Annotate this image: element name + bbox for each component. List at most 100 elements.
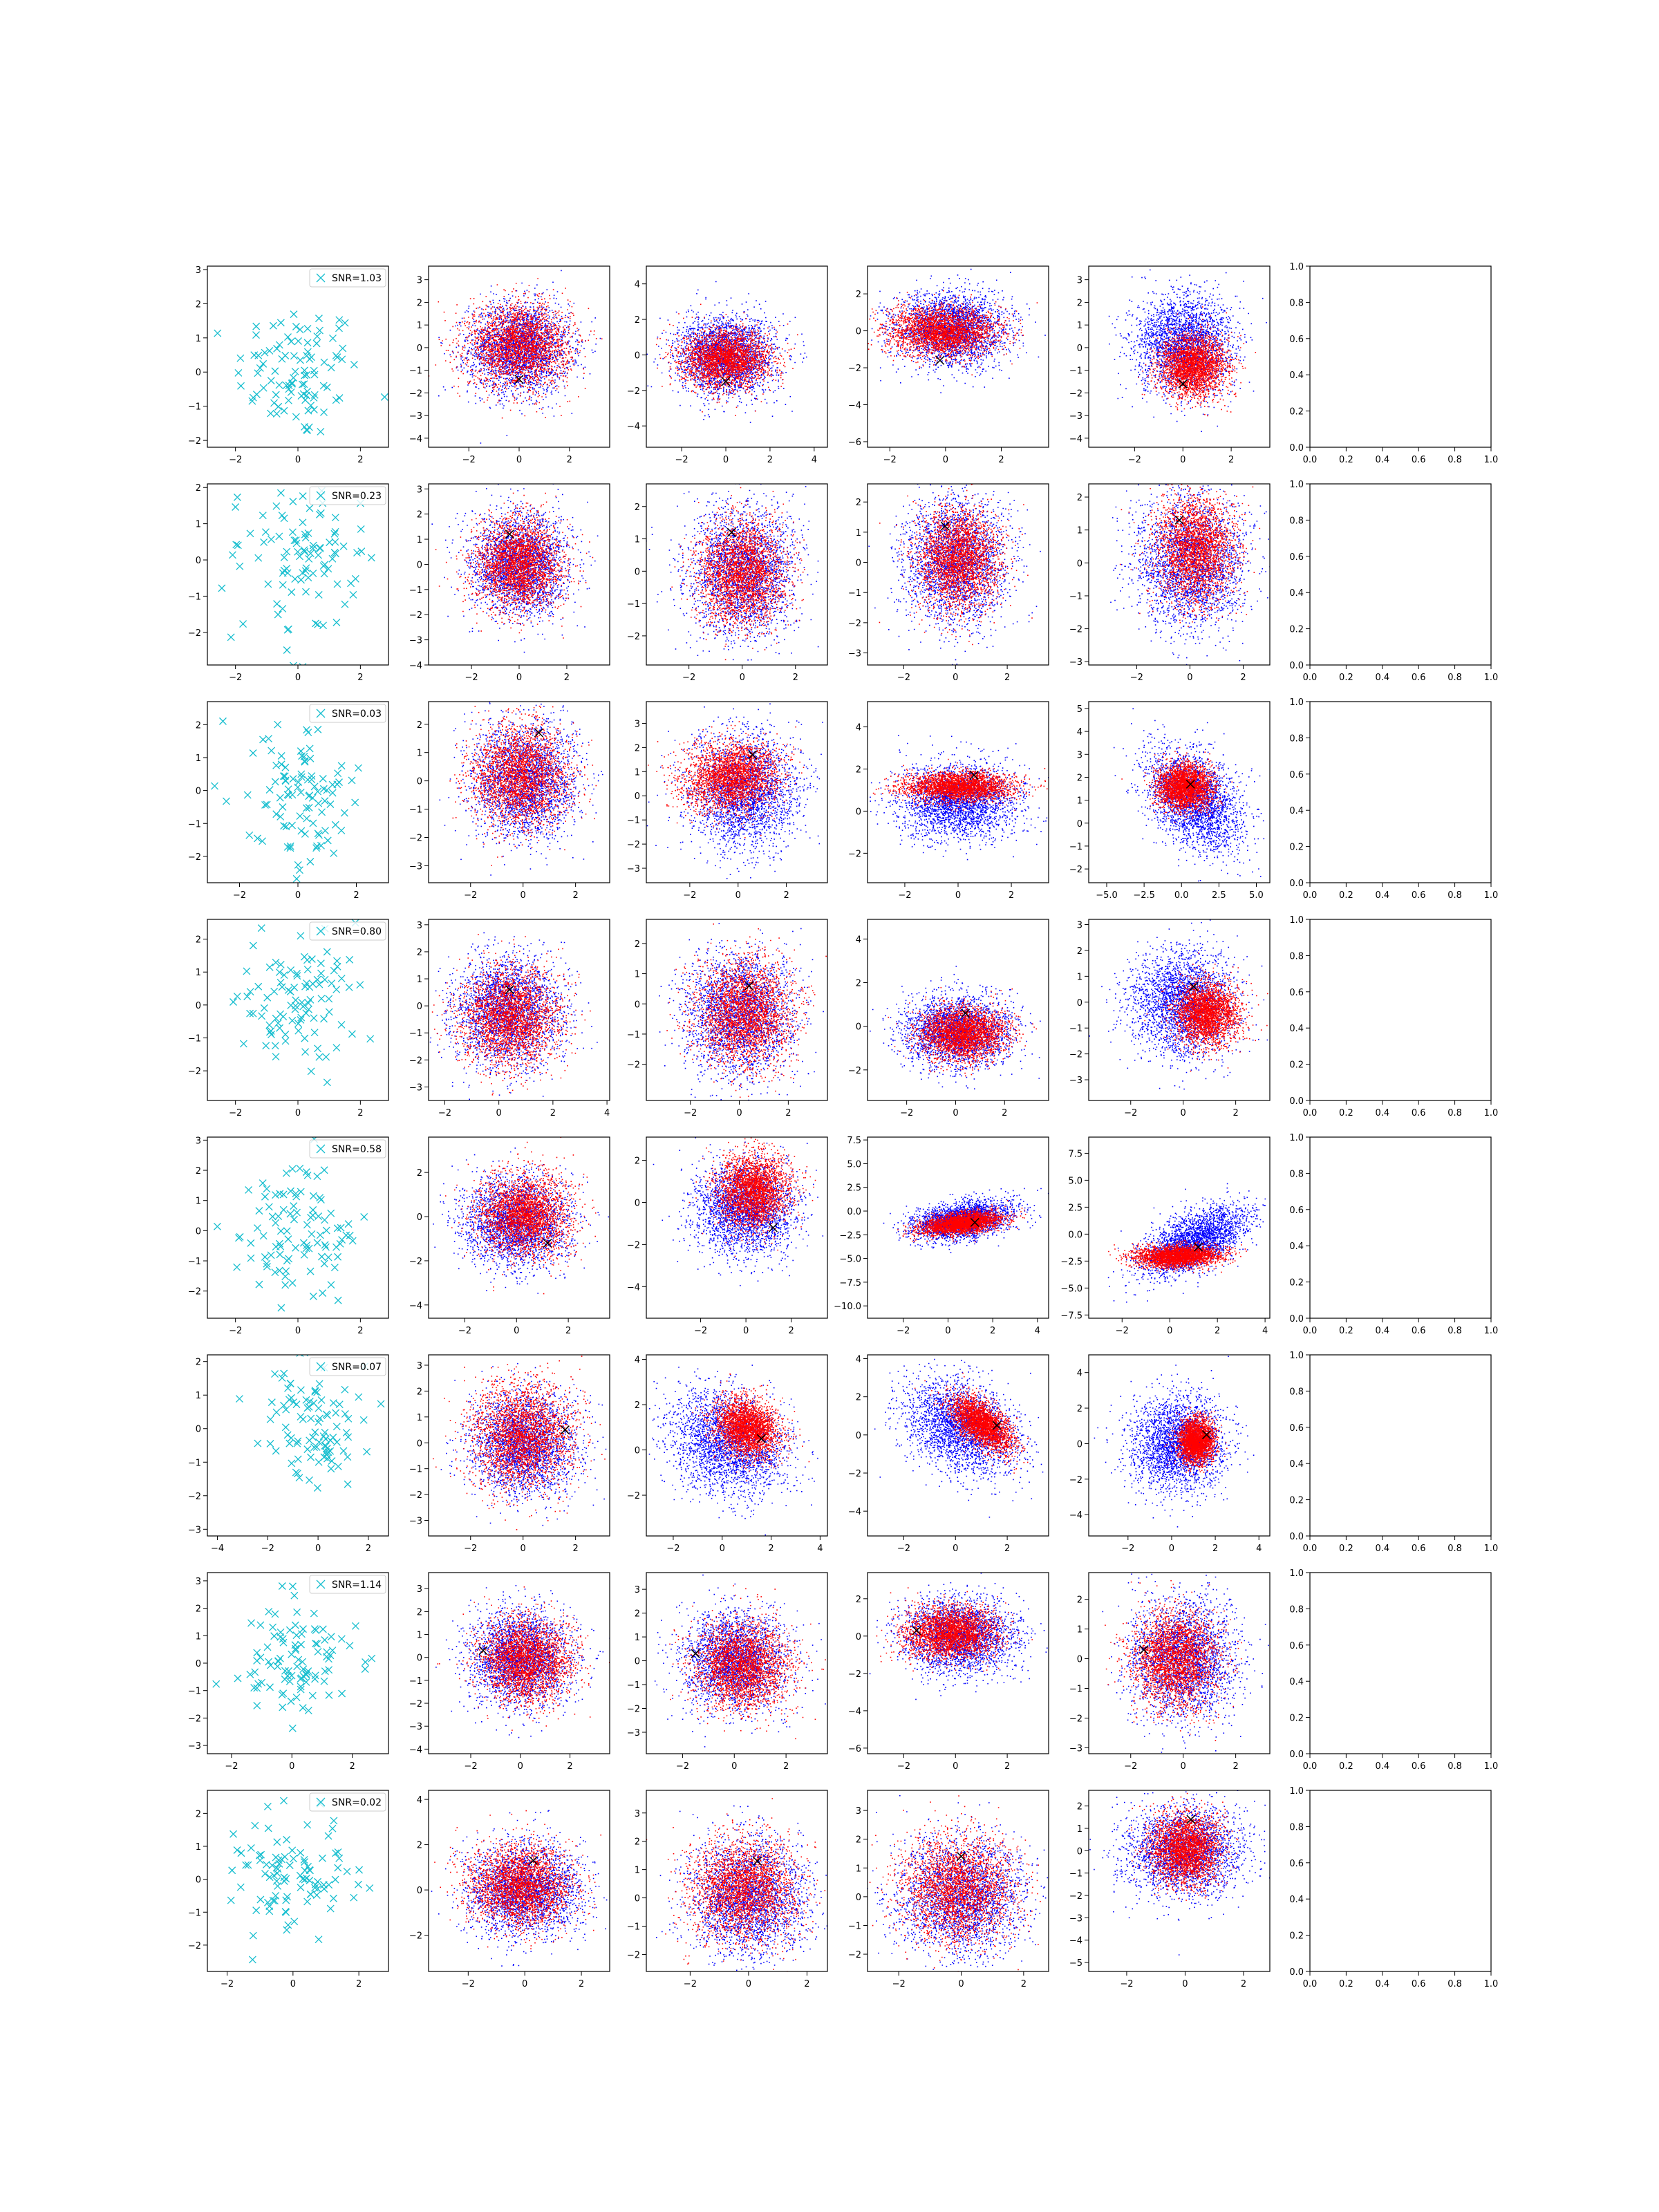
reference-point (321, 1260, 328, 1267)
reference-point (321, 976, 328, 983)
reference-point (317, 545, 324, 552)
plot-area (1086, 1763, 1313, 1956)
y-tick-label: −3 (409, 1517, 422, 1527)
reference-point (262, 1871, 269, 1877)
reference-point (289, 1280, 296, 1286)
reference-point (332, 1850, 339, 1857)
axes-frame (429, 484, 610, 665)
reference-point (278, 752, 285, 759)
y-tick-label: 7.5 (847, 1136, 861, 1146)
x-tick-label: 0.8 (1447, 1761, 1462, 1772)
reference-point (321, 1217, 328, 1224)
reference-point (304, 339, 311, 346)
reference-point (285, 1236, 292, 1243)
reference-point (319, 776, 326, 782)
reference-point (276, 341, 283, 348)
x-tick-label: 1.0 (1484, 1761, 1499, 1772)
x-tick-label: 2 (768, 1544, 774, 1554)
y-tick-label: 0 (1077, 344, 1082, 354)
y-tick-label: −2 (409, 1056, 422, 1066)
series-red-points (1138, 306, 1256, 416)
y-tick-label: 0.0 (1289, 1532, 1304, 1542)
y-tick-label: 2 (196, 483, 201, 494)
x-tick-label: −2 (462, 1979, 475, 1989)
series-blue-points (1089, 915, 1268, 1089)
x-tick-label: 0 (953, 1544, 958, 1554)
y-tick-label: −1 (627, 1030, 640, 1040)
subplot-r8-c6: 0.0 0.2 0.4 0.6 0.8 1.00.00.20.40.60.81.0 (1289, 1786, 1498, 1989)
reference-point (329, 1825, 336, 1832)
reference-point (289, 1847, 296, 1854)
x-tick-label: 2.5 (1212, 890, 1226, 901)
reference-point (272, 778, 279, 785)
y-tick-label: −7.5 (1060, 1311, 1082, 1321)
y-tick-label: 0.2 (1289, 1931, 1304, 1942)
reference-point (283, 646, 290, 653)
reference-point (329, 781, 336, 788)
reference-point (229, 552, 236, 559)
y-tick-label: −1 (409, 1029, 422, 1039)
reference-point (294, 861, 301, 868)
reference-point (271, 1633, 278, 1640)
axes-frame (207, 702, 388, 883)
y-tick-label: 0 (856, 1632, 861, 1642)
axes-frame (207, 266, 388, 447)
y-tick-label: 0 (196, 787, 201, 797)
reference-point (276, 533, 283, 540)
reference-point (260, 360, 267, 367)
reference-point (323, 1053, 330, 1060)
reference-point (290, 1855, 297, 1862)
reference-point (355, 1881, 362, 1888)
y-tick-label: 0 (417, 1002, 422, 1012)
y-tick-label: 1 (417, 975, 422, 985)
y-tick-label: 2 (635, 315, 640, 326)
x-tick-label: −2 (684, 1979, 697, 1989)
series-red-points (1144, 953, 1268, 1071)
x-tick-label: 0.6 (1412, 455, 1426, 465)
x-tick-label: −2 (464, 890, 477, 901)
reference-point (261, 538, 268, 545)
reference-point (266, 964, 273, 971)
y-tick-label: −3 (409, 1722, 422, 1732)
reference-point (317, 544, 324, 551)
series-blue-points (1084, 264, 1286, 432)
series-red-points (689, 1127, 816, 1257)
reference-point (335, 1297, 341, 1304)
x-tick-label: 4 (1262, 1326, 1268, 1336)
reference-point (276, 1240, 283, 1247)
reference-point (315, 591, 322, 598)
reference-point (283, 1875, 290, 1882)
reference-point (314, 1173, 321, 1180)
plot-area (846, 1569, 1069, 1700)
y-tick-label: −2 (627, 1705, 640, 1715)
series-red-points (693, 1374, 810, 1481)
x-tick-label: 0.6 (1412, 1108, 1426, 1118)
y-tick-label: −3 (188, 1525, 201, 1535)
legend: SNR=1.14 (310, 1575, 386, 1593)
subplot-r4-c6: 0.0 0.2 0.4 0.6 0.8 1.00.00.20.40.60.81.0 (1289, 915, 1498, 1118)
x-tick-label: −2 (682, 673, 695, 683)
reference-point (336, 1855, 343, 1862)
reference-point (334, 957, 341, 964)
x-tick-label: 2 (1240, 673, 1246, 683)
y-tick-label: 1 (196, 968, 201, 978)
y-tick-label: 1 (417, 1413, 422, 1423)
y-tick-label: −2 (1069, 388, 1082, 399)
reference-point (289, 1017, 296, 1024)
reference-point (289, 1583, 296, 1590)
x-tick-label: 0.8 (1447, 1326, 1462, 1336)
reference-point (291, 537, 298, 544)
x-tick-label: 0.6 (1412, 1979, 1426, 1989)
y-tick-label: 2 (1077, 493, 1082, 503)
reference-point (304, 1898, 311, 1905)
reference-point (256, 1281, 263, 1288)
y-tick-label: −4 (848, 1707, 861, 1717)
reference-point (283, 1170, 290, 1177)
